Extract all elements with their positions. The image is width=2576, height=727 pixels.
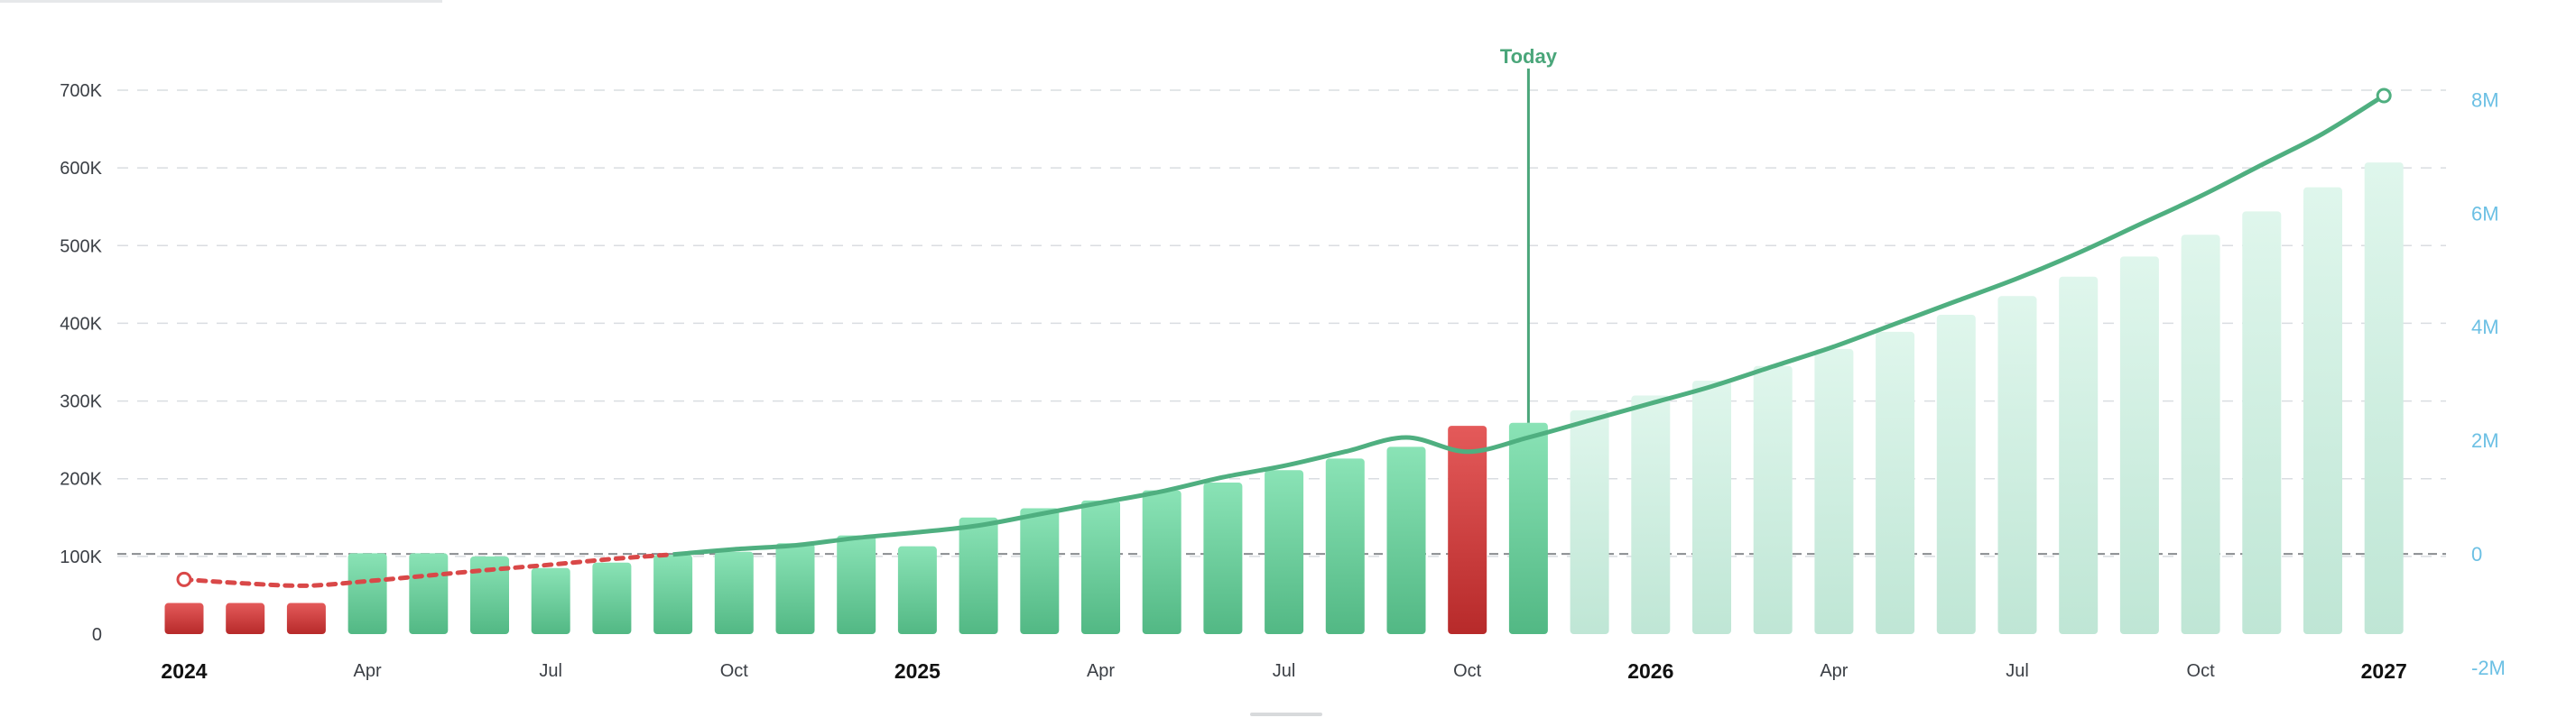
bar-actual (1265, 470, 1304, 634)
bar-actual (1020, 508, 1060, 634)
bar-actual (1142, 490, 1181, 634)
bar-actual (897, 546, 937, 634)
axes: 0 100K 200K 300K 400K 500K 600K 700K -2M 0 2M 4M 6M 8… (60, 81, 2506, 683)
y-right-tick-label: 8M (2471, 88, 2499, 111)
bar-forecast (2059, 276, 2099, 634)
bar-forecast (2303, 187, 2342, 634)
bar-forecast (1997, 296, 2037, 634)
y-right-tick-label: 6M (2471, 202, 2499, 225)
bar-actual (409, 553, 449, 634)
y-left-tick-label: 300K (60, 392, 102, 412)
y-left-tick-label: 400K (60, 314, 102, 334)
x-month-label: Jul (1273, 661, 1296, 681)
bar-actual (775, 543, 815, 634)
bar-series (164, 162, 2404, 634)
x-month-label: Apr (354, 661, 382, 681)
y-left-tick-label: 0 (92, 625, 102, 645)
resize-handle[interactable] (1250, 713, 1322, 716)
y-left-tick-label: 100K (60, 548, 102, 567)
bar-actual (959, 517, 998, 634)
bar-actual (1386, 446, 1426, 634)
top-tab-strip (0, 0, 442, 3)
bar-forecast (1876, 331, 1915, 634)
bar-forecast (1570, 410, 1609, 634)
line-start-point (176, 571, 192, 587)
x-month-label: Oct (720, 661, 749, 681)
line-end-point (2376, 87, 2392, 104)
bar-forecast (1814, 348, 1854, 634)
y-right-tick-label: 4M (2471, 316, 2499, 338)
today-label: Today (1500, 45, 1558, 68)
bar-actual (1325, 458, 1365, 634)
bar-forecast (1936, 314, 1976, 634)
x-month-label: Oct (1453, 661, 1482, 681)
bar-actual (714, 551, 754, 634)
bar-actual (1508, 422, 1548, 634)
y-left-tick-label: 500K (60, 236, 102, 256)
y-left-tick-label: 200K (60, 470, 102, 490)
x-month-label: Jul (539, 661, 562, 681)
x-year-label: 2025 (894, 659, 941, 683)
bar-actual (1081, 500, 1120, 634)
x-year-label: 2027 (2361, 659, 2407, 683)
bar-negative (1448, 426, 1487, 634)
y-right-tick-label: -2M (2471, 657, 2506, 679)
y-right-tick-label: 0 (2471, 543, 2482, 566)
y-right-tick-label: 2M (2471, 429, 2499, 452)
bar-negative (164, 603, 204, 634)
bar-negative (286, 603, 326, 634)
bar-forecast (2364, 162, 2404, 634)
bar-actual (837, 535, 876, 634)
bar-actual (347, 553, 387, 634)
bar-forecast (2181, 235, 2220, 634)
bar-forecast (1753, 365, 1793, 634)
y-left-tick-label: 700K (60, 81, 102, 101)
bar-actual (531, 567, 570, 634)
x-month-label: Apr (1087, 661, 1115, 681)
x-month-label: Jul (2006, 661, 2029, 681)
bar-actual (1203, 483, 1243, 634)
bar-forecast (1692, 381, 1731, 634)
bar-forecast (2242, 211, 2282, 634)
x-month-label: Oct (2187, 661, 2216, 681)
cumulative-line-negative (181, 552, 676, 588)
bar-actual (653, 555, 693, 634)
bar-negative (226, 603, 265, 634)
bar-forecast (1631, 395, 1671, 634)
bar-forecast (2119, 256, 2159, 634)
bar-actual (592, 562, 632, 634)
bar-actual (470, 556, 509, 634)
today-marker: Today (1500, 45, 1558, 423)
cumulative-line-series (176, 87, 2392, 588)
x-year-label: 2024 (161, 659, 207, 683)
y-left-tick-label: 600K (60, 159, 102, 179)
cumulative-line-positive (672, 93, 2386, 557)
x-month-label: Apr (1820, 661, 1848, 681)
x-year-label: 2026 (1627, 659, 1673, 683)
